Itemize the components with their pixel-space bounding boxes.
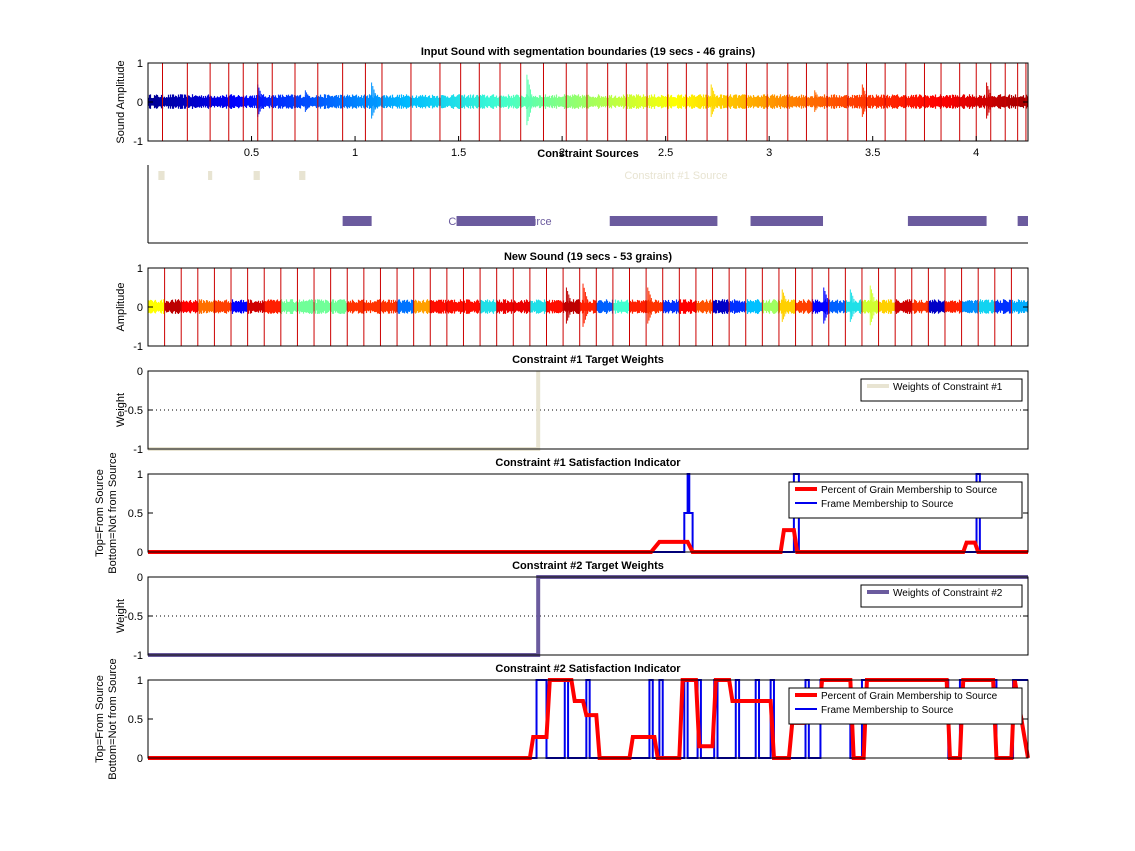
input-xtick-label: 1 [352,147,358,159]
sources-segment [1017,216,1028,226]
sources-segment [299,171,306,180]
sources-segment [253,171,260,180]
input-ytick-label: -1 [133,136,143,148]
w1-ytick-label: -0.5 [124,405,143,417]
s1-ytick-label: 1 [137,469,143,481]
s1-ytick-label: 0 [137,547,143,559]
input-ytick-label: 1 [137,58,143,70]
s2-title: Constraint #2 Satisfaction Indicator [495,663,681,675]
s1-ytick-label: 0.5 [128,508,143,520]
sources-segment [750,216,824,226]
new-ytick-label: 1 [137,263,143,275]
w1-title: Constraint #1 Target Weights [512,354,664,366]
w2-ytick-label: 0 [137,572,143,584]
sources-segment [342,216,372,226]
s1-legend-entry: Percent of Grain Membership to Source [821,485,998,496]
s2-legend-entry: Percent of Grain Membership to Source [821,691,998,702]
w2-ylabel: Weight [115,599,127,633]
sources-segment [609,216,718,226]
input-xtick-label: 2 [559,147,565,159]
w2-axes: Constraint #2 Target Weights -1 -0.5 0 Weigh… [115,560,1029,662]
s1-ylabel: Bottom=Not from Source [107,452,119,573]
input-xtick-label: 4 [973,147,979,159]
input-ytick-label: 0 [137,97,143,109]
sources-segment [456,216,536,226]
input-xtick-label: 2.5 [658,147,673,159]
input-xtick-label: 3 [766,147,772,159]
sources-segment [907,216,987,226]
w1-axes: Constraint #1 Target Weights -1 -0.5 0 Weigh… [115,354,1029,456]
s1-axes: Constraint #1 Satisfaction Indicator 0 0.5… [94,452,1029,574]
sources-segment [208,171,213,180]
w1-ylabel: Weight [115,393,127,427]
s1-ylabel: Top=From Source [94,469,106,557]
w1-ytick-label: -1 [133,444,143,456]
w2-title: Constraint #2 Target Weights [512,560,664,572]
w2-ytick-label: -0.5 [124,611,143,623]
new-ytick-label: 0 [137,302,143,314]
s1-legend: Percent of Grain Membership to Source Fra… [788,481,1023,519]
w1-legend-entry: Weights of Constraint #1 [893,382,1003,393]
w2-legend-box [860,584,1023,608]
input-xtick-label: 0.5 [244,147,259,159]
sources-segment [158,171,165,180]
new-ytick-label: -1 [133,341,143,353]
w1-legend-box [860,378,1023,402]
s1-axes-box [147,473,1029,553]
new-axes: New Sound (19 secs - 53 grains) -1 0 1 Ampli… [115,251,1029,353]
s2-legend-box [788,687,1023,725]
s1-legend-entry: Frame Membership to Source [821,499,954,510]
s1-legend-box [788,481,1023,519]
input-axes: Input Sound with segmentation boundaries… [115,46,1029,159]
w1-ytick-label: 0 [137,366,143,378]
sources-series-label: Constraint #1 Source [624,170,727,182]
new-title: New Sound (19 secs - 53 grains) [504,251,672,263]
s2-legend: Percent of Grain Membership to Source Fra… [788,687,1023,725]
input-xtick-label: 1.5 [451,147,466,159]
new-ylabel: Amplitude [115,283,127,332]
w1-legend: Weights of Constraint #1 [860,378,1023,402]
w2-legend: Weights of Constraint #2 [860,584,1023,608]
s2-ytick-label: 1 [137,675,143,687]
s1-title: Constraint #1 Satisfaction Indicator [495,457,681,469]
w1-axes-box [147,370,1029,450]
s2-axes: Constraint #2 Satisfaction Indicator 0 0.5… [94,658,1030,780]
w2-axes-box [147,576,1029,656]
s2-axes-box [147,679,1029,759]
s2-ytick-label: 0.5 [128,714,143,726]
s2-ytick-label: 0 [137,753,143,765]
sources-plot-area [148,165,1028,243]
new-axes-box [147,267,1029,347]
input-axes-box [147,62,1029,142]
input-xtick-label: 3.5 [865,147,880,159]
s2-ylabel: Bottom=Not from Source [107,658,119,779]
s2-ylabel: Top=From Source [94,675,106,763]
w2-ytick-label: -1 [133,650,143,662]
input-title: Input Sound with segmentation boundaries… [421,46,756,58]
sources-title: Constraint Sources [537,148,638,160]
input-ylabel: Sound Amplitude [115,60,127,143]
w2-legend-entry: Weights of Constraint #2 [893,588,1003,599]
s1-series-1-line [148,528,1028,554]
s2-legend-entry: Frame Membership to Source [821,705,954,716]
